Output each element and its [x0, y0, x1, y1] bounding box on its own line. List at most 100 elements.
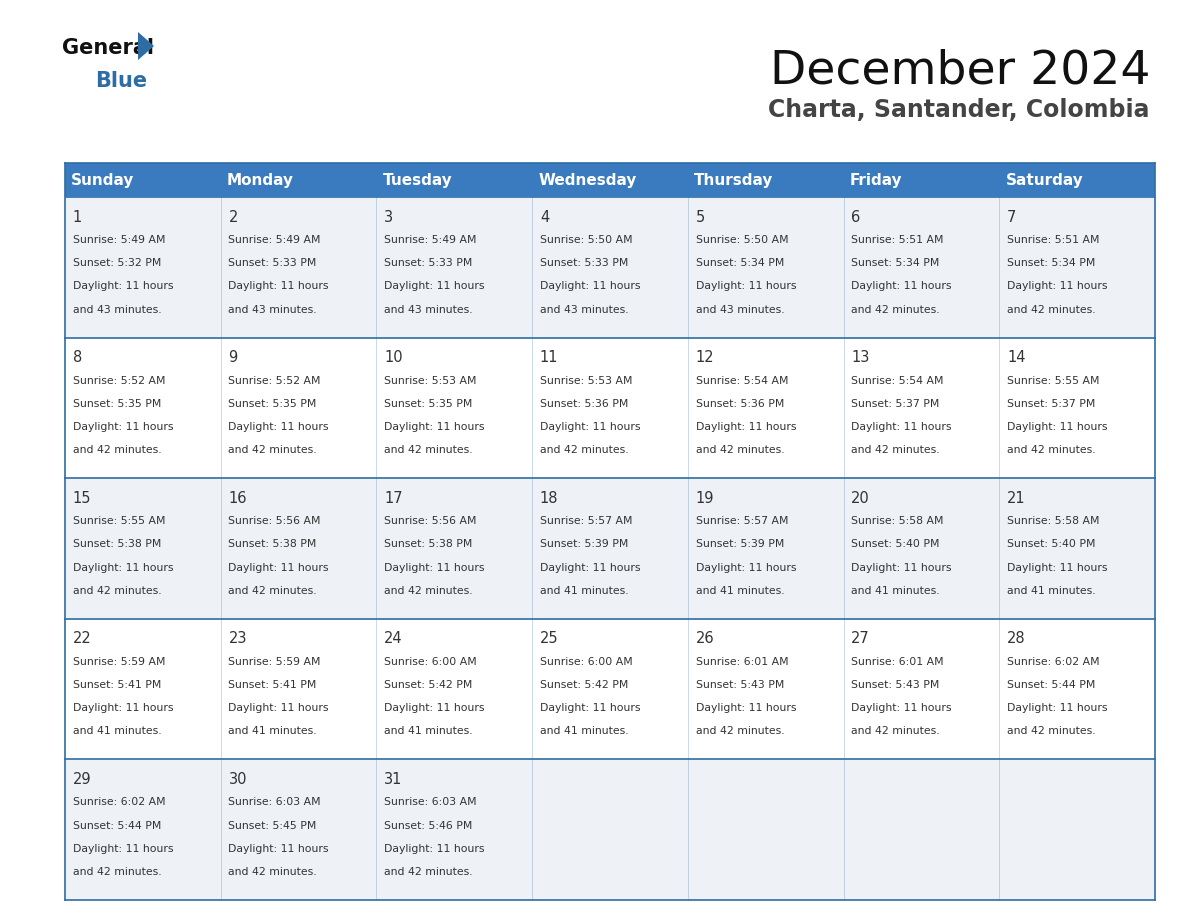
Text: Sunset: 5:32 PM: Sunset: 5:32 PM	[72, 258, 162, 268]
Text: Daylight: 11 hours: Daylight: 11 hours	[696, 422, 796, 432]
Text: and 43 minutes.: and 43 minutes.	[539, 305, 628, 315]
Text: Daylight: 11 hours: Daylight: 11 hours	[1007, 703, 1107, 713]
Text: 13: 13	[852, 351, 870, 365]
Text: and 42 minutes.: and 42 minutes.	[696, 445, 784, 455]
Text: Sunrise: 5:56 AM: Sunrise: 5:56 AM	[228, 516, 321, 526]
Text: Daylight: 11 hours: Daylight: 11 hours	[539, 703, 640, 713]
Text: Daylight: 11 hours: Daylight: 11 hours	[1007, 422, 1107, 432]
Text: 21: 21	[1007, 491, 1025, 506]
Text: Sunset: 5:44 PM: Sunset: 5:44 PM	[1007, 680, 1095, 690]
Text: and 42 minutes.: and 42 minutes.	[852, 305, 940, 315]
Text: 22: 22	[72, 632, 91, 646]
Text: Sunset: 5:33 PM: Sunset: 5:33 PM	[539, 258, 628, 268]
Text: Sunset: 5:35 PM: Sunset: 5:35 PM	[72, 398, 162, 409]
Text: Daylight: 11 hours: Daylight: 11 hours	[696, 703, 796, 713]
Text: and 42 minutes.: and 42 minutes.	[384, 867, 473, 877]
Text: Daylight: 11 hours: Daylight: 11 hours	[228, 281, 329, 291]
Text: Daylight: 11 hours: Daylight: 11 hours	[72, 422, 173, 432]
Text: Sunrise: 5:51 AM: Sunrise: 5:51 AM	[1007, 235, 1100, 245]
Text: 3: 3	[384, 209, 393, 225]
Text: Sunrise: 6:01 AM: Sunrise: 6:01 AM	[696, 656, 789, 666]
Text: Daylight: 11 hours: Daylight: 11 hours	[1007, 563, 1107, 573]
Text: 26: 26	[696, 632, 714, 646]
Text: General: General	[62, 38, 154, 58]
Text: and 42 minutes.: and 42 minutes.	[1007, 726, 1095, 736]
Text: Sunrise: 6:03 AM: Sunrise: 6:03 AM	[384, 798, 476, 807]
Text: 28: 28	[1007, 632, 1025, 646]
Text: and 42 minutes.: and 42 minutes.	[539, 445, 628, 455]
Text: Sunrise: 5:54 AM: Sunrise: 5:54 AM	[696, 375, 788, 386]
Text: Tuesday: Tuesday	[383, 173, 453, 187]
Bar	[65, 759, 1155, 900]
Text: 18: 18	[539, 491, 558, 506]
Text: Wednesday: Wednesday	[538, 173, 637, 187]
Text: Sunset: 5:42 PM: Sunset: 5:42 PM	[539, 680, 628, 690]
Text: Sunrise: 5:51 AM: Sunrise: 5:51 AM	[852, 235, 943, 245]
Text: Daylight: 11 hours: Daylight: 11 hours	[384, 844, 485, 854]
Text: Sunset: 5:34 PM: Sunset: 5:34 PM	[696, 258, 784, 268]
Text: and 42 minutes.: and 42 minutes.	[852, 445, 940, 455]
Text: Sunrise: 5:50 AM: Sunrise: 5:50 AM	[696, 235, 789, 245]
Text: 9: 9	[228, 351, 238, 365]
Text: Saturday: Saturday	[1005, 173, 1083, 187]
Text: Daylight: 11 hours: Daylight: 11 hours	[384, 281, 485, 291]
Bar	[65, 478, 1155, 619]
Text: Sunset: 5:39 PM: Sunset: 5:39 PM	[696, 540, 784, 549]
Bar	[65, 338, 1155, 478]
Text: Daylight: 11 hours: Daylight: 11 hours	[72, 703, 173, 713]
Text: and 42 minutes.: and 42 minutes.	[852, 726, 940, 736]
Text: Daylight: 11 hours: Daylight: 11 hours	[228, 422, 329, 432]
Text: Daylight: 11 hours: Daylight: 11 hours	[852, 563, 952, 573]
Text: Sunset: 5:34 PM: Sunset: 5:34 PM	[1007, 258, 1095, 268]
Text: Sunrise: 5:49 AM: Sunrise: 5:49 AM	[384, 235, 476, 245]
Text: Sunset: 5:39 PM: Sunset: 5:39 PM	[539, 540, 628, 549]
Text: Sunrise: 5:55 AM: Sunrise: 5:55 AM	[72, 516, 165, 526]
Text: 20: 20	[852, 491, 870, 506]
Text: and 41 minutes.: and 41 minutes.	[539, 726, 628, 736]
Text: 7: 7	[1007, 209, 1017, 225]
Text: Daylight: 11 hours: Daylight: 11 hours	[539, 281, 640, 291]
Text: Daylight: 11 hours: Daylight: 11 hours	[72, 281, 173, 291]
Text: Sunrise: 5:50 AM: Sunrise: 5:50 AM	[539, 235, 632, 245]
Text: December 2024: December 2024	[770, 48, 1150, 93]
Text: Sunrise: 5:55 AM: Sunrise: 5:55 AM	[1007, 375, 1100, 386]
Text: and 42 minutes.: and 42 minutes.	[1007, 305, 1095, 315]
Text: Sunrise: 5:59 AM: Sunrise: 5:59 AM	[72, 656, 165, 666]
Text: Sunrise: 5:57 AM: Sunrise: 5:57 AM	[539, 516, 632, 526]
Text: Sunset: 5:43 PM: Sunset: 5:43 PM	[852, 680, 940, 690]
Text: Sunset: 5:44 PM: Sunset: 5:44 PM	[72, 821, 162, 831]
Text: Sunrise: 6:02 AM: Sunrise: 6:02 AM	[1007, 656, 1100, 666]
Text: and 42 minutes.: and 42 minutes.	[72, 445, 162, 455]
Text: Sunset: 5:33 PM: Sunset: 5:33 PM	[384, 258, 473, 268]
Text: Sunset: 5:41 PM: Sunset: 5:41 PM	[228, 680, 317, 690]
Text: Daylight: 11 hours: Daylight: 11 hours	[228, 563, 329, 573]
Text: and 41 minutes.: and 41 minutes.	[1007, 586, 1095, 596]
Text: Sunrise: 6:00 AM: Sunrise: 6:00 AM	[539, 656, 633, 666]
Text: Sunset: 5:34 PM: Sunset: 5:34 PM	[852, 258, 940, 268]
Text: Sunrise: 5:52 AM: Sunrise: 5:52 AM	[228, 375, 321, 386]
Text: 16: 16	[228, 491, 247, 506]
Text: Daylight: 11 hours: Daylight: 11 hours	[228, 703, 329, 713]
Text: Friday: Friday	[849, 173, 903, 187]
Text: and 42 minutes.: and 42 minutes.	[228, 586, 317, 596]
Text: 19: 19	[696, 491, 714, 506]
Text: Sunrise: 6:03 AM: Sunrise: 6:03 AM	[228, 798, 321, 807]
Text: Sunset: 5:45 PM: Sunset: 5:45 PM	[228, 821, 317, 831]
Text: Daylight: 11 hours: Daylight: 11 hours	[384, 563, 485, 573]
Text: Daylight: 11 hours: Daylight: 11 hours	[228, 844, 329, 854]
Text: 8: 8	[72, 351, 82, 365]
Text: Daylight: 11 hours: Daylight: 11 hours	[384, 422, 485, 432]
Text: and 42 minutes.: and 42 minutes.	[384, 445, 473, 455]
Text: Sunrise: 5:59 AM: Sunrise: 5:59 AM	[228, 656, 321, 666]
Text: Monday: Monday	[227, 173, 293, 187]
Text: and 43 minutes.: and 43 minutes.	[228, 305, 317, 315]
Text: Sunset: 5:36 PM: Sunset: 5:36 PM	[539, 398, 628, 409]
Text: 27: 27	[852, 632, 870, 646]
Text: and 43 minutes.: and 43 minutes.	[696, 305, 784, 315]
Text: Sunset: 5:37 PM: Sunset: 5:37 PM	[1007, 398, 1095, 409]
Text: Sunset: 5:43 PM: Sunset: 5:43 PM	[696, 680, 784, 690]
Text: Daylight: 11 hours: Daylight: 11 hours	[72, 563, 173, 573]
Text: and 42 minutes.: and 42 minutes.	[72, 586, 162, 596]
Text: 31: 31	[384, 772, 403, 787]
Text: and 41 minutes.: and 41 minutes.	[384, 726, 473, 736]
